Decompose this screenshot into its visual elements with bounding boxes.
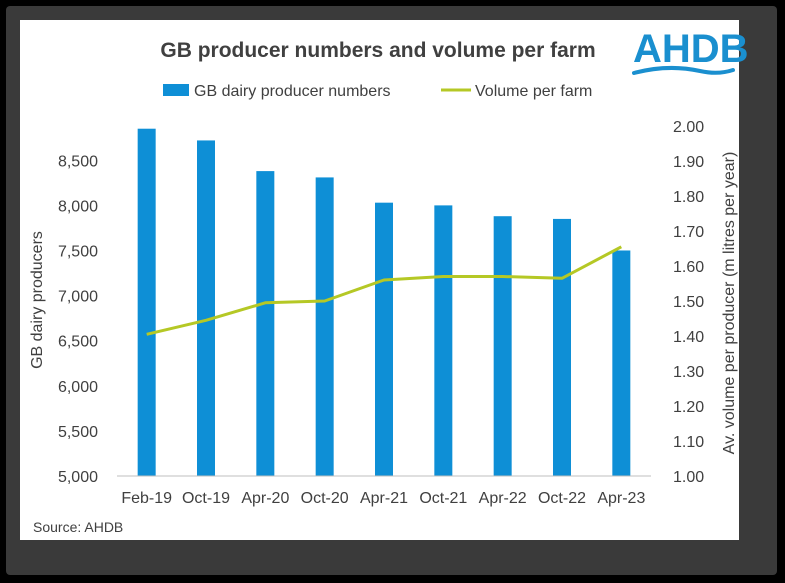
left-tick-label: 6,000 [58,379,98,396]
x-tick-label: Feb-19 [121,490,172,507]
right-axis-title: Av. volume per producer (m litres per ye… [721,152,738,455]
source-note: Source: AHDB [33,519,123,535]
right-tick-label: 1.40 [673,329,704,346]
right-tick-label: 1.80 [673,189,704,206]
bar [315,177,334,476]
volume-line [146,245,623,336]
x-tick-label: Oct-19 [182,490,230,507]
right-tick-label: 1.60 [673,259,704,276]
x-tick-label: Apr-20 [241,490,289,507]
left-tick-label: 6,500 [58,334,98,351]
left-tick-label: 7,000 [58,289,98,306]
bar [434,205,453,476]
right-tick-label: 1.70 [673,224,704,241]
legend: GB dairy producer numbers Volume per far… [163,83,592,100]
line-series [146,245,623,336]
bar [375,202,393,476]
left-tick-label: 8,500 [58,153,98,170]
x-tick-label: Apr-21 [360,490,408,507]
bar-series [137,128,631,477]
right-tick-label: 1.30 [673,364,704,381]
left-tick-label: 8,000 [58,198,98,215]
legend-swatch-bars [163,84,189,96]
legend-label-bars: GB dairy producer numbers [194,83,391,100]
right-tick-label: 2.00 [673,119,704,136]
bar [553,218,571,477]
ahdb-logo: AHDB [632,27,749,75]
right-tick-label: 1.50 [673,294,704,311]
x-tick-label: Oct-21 [419,490,467,507]
left-tick-label: 7,500 [58,243,98,260]
right-tick-label: 1.90 [673,154,704,171]
bar [612,250,631,476]
x-tick-label: Apr-23 [597,490,645,507]
right-tick-label: 1.20 [673,399,704,416]
right-axis-ticks: 1.00 1.10 1.20 1.30 1.40 1.50 1.60 1.70 1.80 1.90… [673,119,704,486]
legend-label-line: Volume per farm [475,83,592,100]
left-axis-title: GB dairy producers [29,231,46,369]
left-tick-label: 5,000 [58,469,98,486]
x-tick-label: Oct-22 [538,490,586,507]
right-tick-label: 1.10 [673,434,704,451]
logo-wave-icon [632,65,735,75]
right-tick-label: 1.00 [673,469,704,486]
left-axis-ticks: 5,000 5,500 6,000 6,500 7,000 7,500 8,000 8,500 [58,153,98,486]
x-tick-label: Apr-22 [479,490,527,507]
left-tick-label: 5,500 [58,424,98,441]
bar [197,140,215,476]
bar [256,171,275,476]
chart-title: GB producer numbers and volume per farm [160,39,595,62]
bar [493,216,512,477]
bar [137,128,156,477]
x-tick-label: Oct-20 [301,490,349,507]
x-axis-tick-labels: Feb-19 Oct-19 Apr-20 Oct-20 Apr-21 Oct-21 Apr-… [121,490,645,507]
logo-text: AHDB [633,27,749,71]
